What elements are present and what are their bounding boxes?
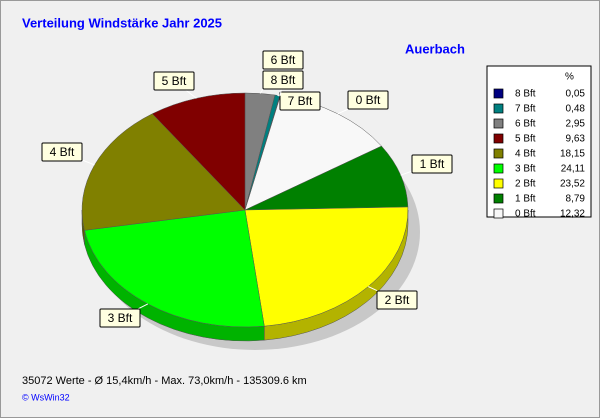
legend-label: 1 Bft xyxy=(515,194,536,205)
label-box xyxy=(41,142,83,162)
legend-value: 0,48 xyxy=(566,104,586,115)
slice-label: 5 Bft xyxy=(162,74,187,88)
legend-swatch xyxy=(493,103,504,114)
slice-label: 8 Bft xyxy=(271,73,296,87)
slice-label: 0 Bft xyxy=(356,93,381,107)
legend-label: 3 Bft xyxy=(515,164,536,175)
label-box xyxy=(411,154,453,174)
footer: 35072 Werte - Ø 15,4km/h - Max. 73,0km/h… xyxy=(22,375,307,387)
legend-value: 23,52 xyxy=(560,179,585,190)
label-box xyxy=(153,71,195,91)
legend-label: 4 Bft xyxy=(515,149,536,160)
label-box xyxy=(262,50,304,70)
legend-swatch xyxy=(493,178,504,189)
slice-label: 2 Bft xyxy=(385,293,410,307)
legend-label: 5 Bft xyxy=(515,134,536,145)
slice xyxy=(244,206,409,327)
slice-label: 3 Bft xyxy=(108,311,133,325)
legend-swatch xyxy=(493,118,504,129)
slice-label: 4 Bft xyxy=(50,145,75,159)
slice-label: 6 Bft xyxy=(271,53,296,67)
legend-title: % xyxy=(565,72,574,83)
legend-label: 6 Bft xyxy=(515,119,536,130)
legend-value: 24,11 xyxy=(561,164,586,175)
legend-box xyxy=(486,65,592,218)
legend-swatch xyxy=(493,193,504,204)
label-box xyxy=(279,91,321,111)
legend-value: 2,95 xyxy=(566,119,586,130)
legend-swatch xyxy=(493,208,504,219)
legend-label: 0 Bft xyxy=(515,209,536,220)
slice-label: 7 Bft xyxy=(288,94,313,108)
legend-label: 2 Bft xyxy=(515,179,536,190)
legend-value: 0,05 xyxy=(566,89,586,100)
legend-value: 12,32 xyxy=(560,209,585,220)
chart-title: Verteilung Windstärke Jahr 2025 xyxy=(22,15,222,30)
legend-label: 8 Bft xyxy=(515,89,536,100)
label-box xyxy=(99,308,141,328)
legend-value: 8,79 xyxy=(566,194,586,205)
legend-swatch xyxy=(493,148,504,159)
credit: © WsWin32 xyxy=(22,392,70,402)
legend-value: 18,15 xyxy=(560,149,585,160)
legend-swatch xyxy=(493,163,504,174)
legend-label: 7 Bft xyxy=(515,104,536,115)
label-box xyxy=(347,90,389,110)
legend-swatch xyxy=(493,88,504,99)
legend-swatch xyxy=(493,133,504,144)
legend-value: 9,63 xyxy=(566,134,586,145)
label-box xyxy=(262,70,304,90)
slice-label: 1 Bft xyxy=(420,157,445,171)
slice xyxy=(244,145,409,211)
label-box xyxy=(376,290,418,310)
chart-subtitle: Auerbach xyxy=(405,41,465,56)
